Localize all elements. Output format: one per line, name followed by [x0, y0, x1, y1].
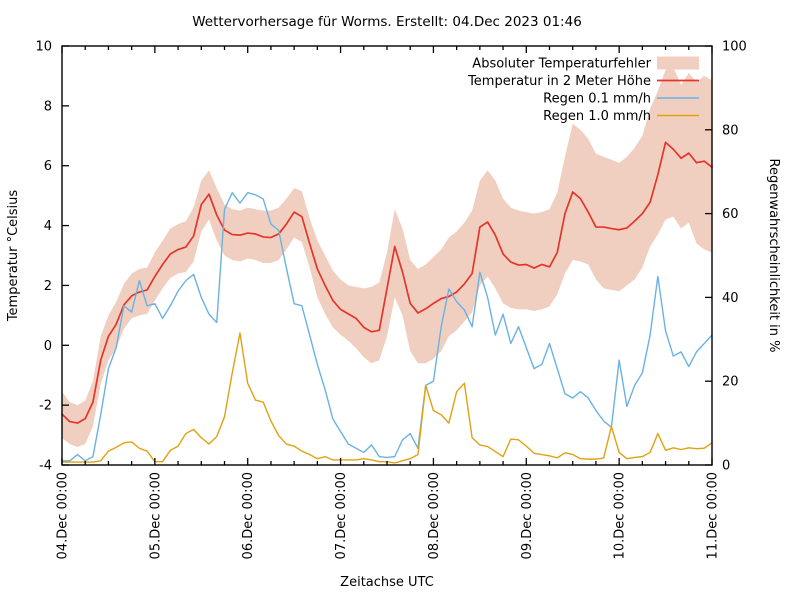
y-left-tick-label: 4 — [44, 219, 52, 234]
y-left-axis-label: Temperatur °Celsius — [6, 190, 21, 323]
x-tick-label: 06.Dec 00:00 — [241, 472, 256, 559]
legend-label: Absoluter Temperaturfehler — [472, 57, 651, 72]
y-left-tick-label: 6 — [44, 159, 52, 174]
y-right-tick-label: 80 — [722, 123, 739, 138]
y-left-tick-label: 0 — [44, 339, 52, 354]
y-right-tick-label: 100 — [722, 40, 747, 55]
axis-ticks — [61, 45, 713, 466]
x-tick-label: 10.Dec 00:00 — [613, 472, 628, 559]
legend-item-rain-01: Regen 0.1 mm/h — [543, 92, 699, 107]
temperature-error-band — [62, 66, 712, 448]
legend-item-temperature: Temperatur in 2 Meter Höhe — [467, 74, 699, 89]
legend-label: Temperatur in 2 Meter Höhe — [467, 74, 651, 89]
y-left-tick-label: 8 — [44, 99, 52, 114]
x-tick-label: 07.Dec 00:00 — [334, 472, 349, 559]
legend-item-rain-10: Regen 1.0 mm/h — [543, 109, 699, 124]
x-tick-label: 05.Dec 00:00 — [148, 472, 163, 559]
x-tick-label: 11.Dec 00:00 — [706, 472, 721, 559]
x-axis-label: Zeitachse UTC — [340, 575, 434, 590]
y-left-tick-label: -4 — [39, 459, 52, 474]
x-tick-label: 04.Dec 00:00 — [56, 472, 71, 559]
legend-item-temperature-error: Absoluter Temperaturfehler — [472, 56, 699, 72]
y-left-tick-label: -2 — [39, 399, 52, 414]
y-left-tick-label: 2 — [44, 279, 52, 294]
legend-label: Regen 1.0 mm/h — [543, 109, 651, 124]
legend-label: Regen 0.1 mm/h — [543, 92, 651, 107]
y-right-tick-label: 20 — [722, 375, 739, 390]
legend-band-swatch — [657, 56, 699, 70]
y-right-tick-label: 60 — [722, 207, 739, 222]
y-left-tick-label: 10 — [35, 40, 52, 55]
y-right-tick-label: 40 — [722, 291, 739, 306]
y-right-tick-label: 0 — [722, 459, 730, 474]
legend: Absoluter Temperaturfehler Temperatur in … — [467, 56, 699, 124]
y-right-axis-label: Regenwahrscheinlichkeit in % — [766, 159, 781, 353]
rain-01mm-line — [61, 191, 713, 462]
chart-title: Wettervorhersage für Worms. Erstellt: 04… — [192, 14, 582, 30]
x-tick-label: 09.Dec 00:00 — [520, 472, 535, 559]
temperature-line — [61, 141, 713, 424]
x-tick-label: 08.Dec 00:00 — [427, 472, 442, 559]
